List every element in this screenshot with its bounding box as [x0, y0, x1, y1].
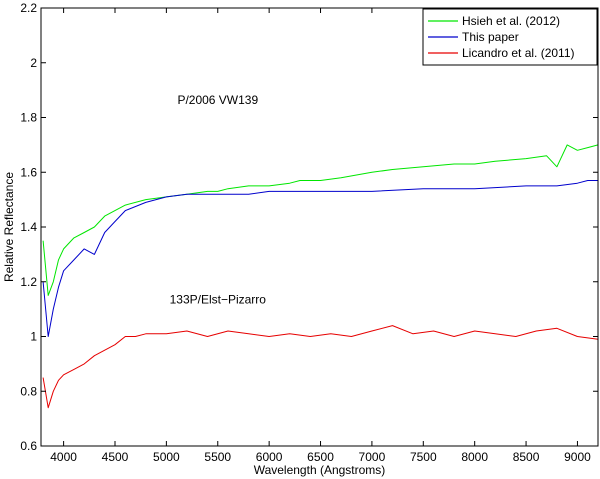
y-tick-label: 1: [30, 330, 37, 344]
series-line-2: [42, 325, 599, 409]
y-tick-label: 1.6: [20, 165, 37, 179]
x-tick-label: 8000: [461, 450, 488, 464]
x-tick-label: 7500: [410, 450, 437, 464]
series-line-0: [42, 144, 599, 296]
legend-label-licandro: Licandro et al. (2011): [462, 46, 575, 60]
y-tick-label: 0.8: [20, 384, 37, 398]
x-tick-label: 5000: [153, 450, 180, 464]
legend: Hsieh et al. (2012) This paper Licandro …: [422, 8, 598, 66]
x-tick-label: 6500: [307, 450, 334, 464]
y-tick-label: 1.8: [20, 111, 37, 125]
x-axis-label: Wavelength (Angstroms): [254, 463, 386, 477]
legend-label-this-paper: This paper: [462, 30, 519, 44]
y-tick-label: 0.6: [20, 439, 37, 453]
x-tick-label: 8500: [513, 450, 540, 464]
legend-label-hsieh: Hsieh et al. (2012): [462, 14, 560, 28]
annotation-vw139: P/2006 VW139: [177, 93, 258, 107]
x-tick-label: 5500: [204, 450, 231, 464]
series-group: [42, 144, 599, 409]
plot-area: [41, 8, 598, 446]
y-tick-label: 2.2: [20, 1, 37, 15]
y-axis-label: Relative Reflectance: [2, 172, 16, 282]
ticks-group: 4000 4500 5000 5500 6000 6500 7000 7500 8000 8500…: [20, 1, 598, 464]
series-line-1: [42, 180, 598, 337]
y-tick-label: 1.4: [20, 220, 37, 234]
y-tick-label: 2: [30, 56, 37, 70]
x-tick-label: 4500: [102, 450, 129, 464]
x-tick-label: 9000: [564, 450, 591, 464]
plot-frame: [40, 7, 599, 447]
y-tick-label: 1.2: [20, 275, 37, 289]
annotation-elst-pizarro: 133P/Elst−Pizarro: [170, 293, 267, 307]
x-tick-label: 4000: [50, 450, 77, 464]
x-tick-label: 7000: [359, 450, 386, 464]
x-tick-label: 6000: [256, 450, 283, 464]
